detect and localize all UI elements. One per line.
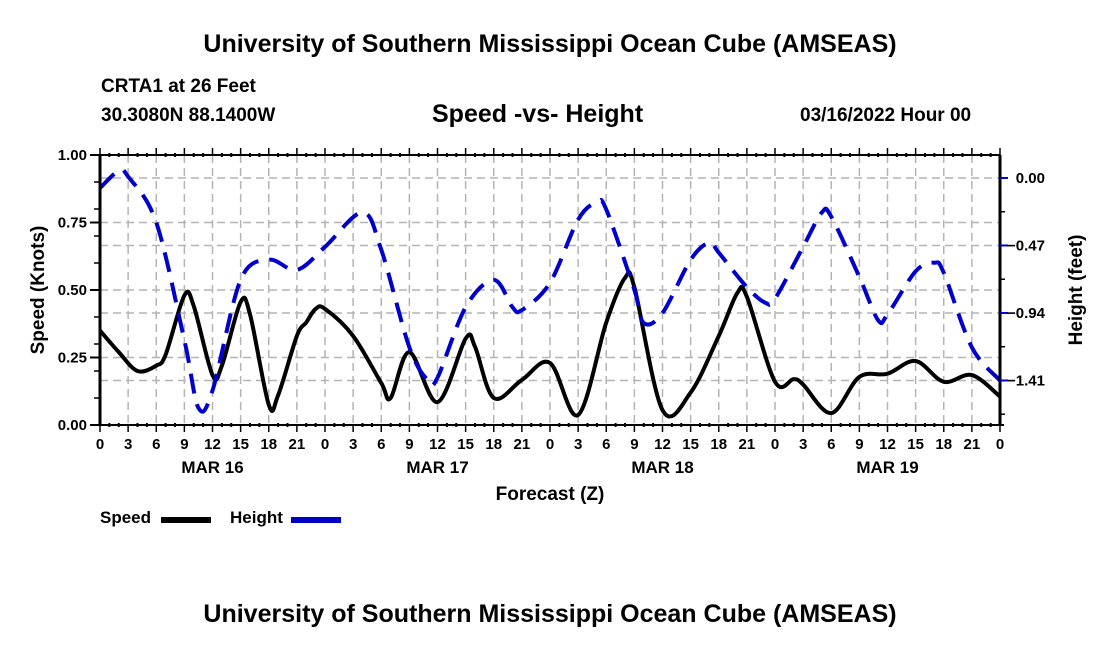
x-tick-label: 18 [710,436,727,453]
day-label: MAR 19 [856,458,918,477]
x-tick-label: 3 [124,436,132,453]
coordinates-label: 30.3080N 88.1400W [101,105,276,126]
x-tick-label: 15 [682,436,699,453]
x-tick-label: 6 [377,436,385,453]
y-tick-label: 0.25 [58,350,87,367]
x-tick-label: 9 [855,436,863,453]
dashed-line-icon [291,519,341,521]
x-tick-label: 0 [996,436,1004,453]
chart-title: Speed -vs- Height [432,100,644,128]
x-tick-label: 6 [602,436,610,453]
legend-swatch-speed [161,517,211,523]
y2-tick-label: −1.41 [1007,372,1045,389]
y-tick-label: 0.50 [58,282,87,299]
x-tick-label: 12 [879,436,896,453]
x-tick-label: 9 [180,436,188,453]
x-tick-label: 0 [546,436,554,453]
x-tick-label: 0 [771,436,779,453]
day-label: MAR 17 [406,458,468,477]
y2-tick-label: −0.94 [1007,305,1046,322]
y2-tick-label: −0.47 [1007,237,1045,254]
forecast-datetime: 03/16/2022 Hour 00 [800,105,972,126]
footer-title: University of Southern Mississippi Ocean… [203,600,897,628]
x-tick-label: 21 [514,436,531,453]
x-tick-label: 21 [289,436,306,453]
x-tick-label: 21 [964,436,981,453]
series-line-height [98,167,1002,414]
speed-height-chart: 0 3 6 9 12 15 18 21 0 3 6 9 12 15 18 21 0 3 6 9 12 15 18 21 0 3 6 9… [28,147,1087,505]
x-axis-label: Forecast (Z) [496,484,605,505]
y-tick-label: 0.00 [58,417,87,434]
x-tick-label: 15 [457,436,474,453]
x-tick-label: 15 [907,436,924,453]
x-tick-label: 0 [321,436,329,453]
x-tick-label: 18 [260,436,277,453]
x-tick-label: 9 [405,436,413,453]
x-tick-label: 15 [232,436,249,453]
station-label: CRTA1 at 26 Feet [101,76,256,97]
y-tick-label: 0.75 [58,215,87,232]
y-axis-label: Speed (Knots) [28,226,49,355]
x-tick-label: 12 [654,436,671,453]
y2-axis-label: Height (feet) [1066,235,1087,346]
series-layer [98,167,1002,419]
day-label: MAR 16 [181,458,243,477]
x-tick-label: 12 [204,436,221,453]
x-tick-label: 3 [349,436,357,453]
x-tick-label: 6 [152,436,160,453]
day-label: MAR 18 [631,458,693,477]
x-tick-label: 12 [429,436,446,453]
x-tick-label: 0 [96,436,104,453]
x-tick-label: 18 [485,436,502,453]
x-tick-label: 9 [630,436,638,453]
main-title: University of Southern Mississippi Ocean… [203,30,897,58]
x-tick-label: 3 [574,436,582,453]
x-tick-label: 18 [935,436,952,453]
axes: 0 3 6 9 12 15 18 21 0 3 6 9 12 15 18 21 0 3 6 9 12 15 18 21 0 3 6 9… [28,147,1087,505]
legend-label-speed: Speed [100,508,152,527]
x-tick-label: 21 [739,436,756,453]
legend-label-height: Height [230,508,283,527]
x-tick-label: 6 [827,436,835,453]
y-tick-label: 1.00 [58,147,87,164]
x-tick-label: 3 [799,436,807,453]
y2-tick-label: 0.00 [1016,170,1045,187]
legend-swatch-height [291,517,341,523]
